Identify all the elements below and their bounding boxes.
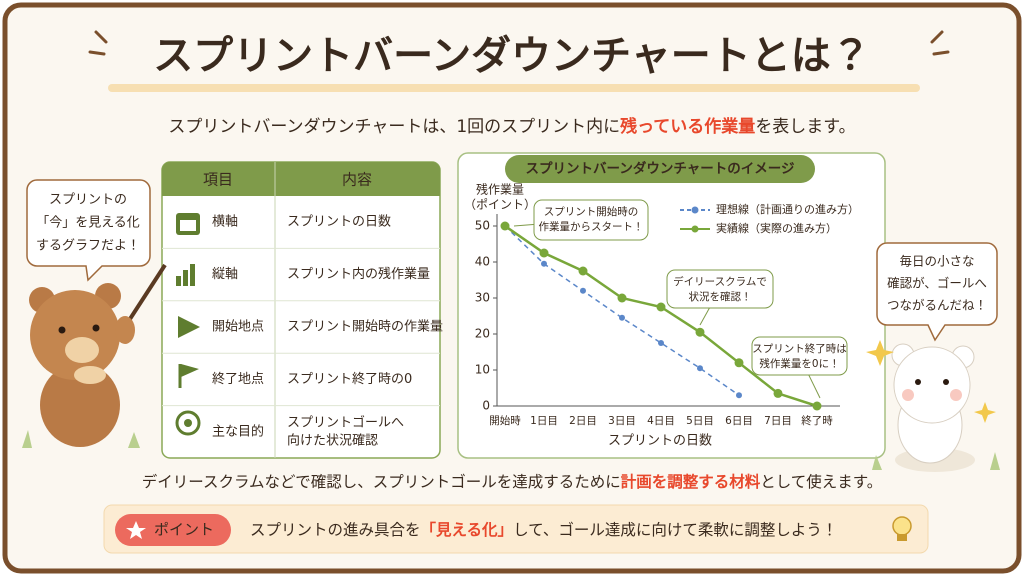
page-title: スプリントバーンダウンチャートとは？ bbox=[153, 33, 871, 79]
text-part: スプリントの進み具合を bbox=[250, 521, 421, 539]
point-badge-label: ポイント bbox=[154, 521, 214, 539]
callout bbox=[751, 336, 848, 376]
data-point bbox=[695, 327, 705, 337]
y-tick-label: 30 bbox=[475, 291, 490, 305]
highlight: 計画を調整する材料 bbox=[621, 472, 761, 491]
table-header: 内容 bbox=[342, 171, 372, 189]
x-tick-label: 3日目 bbox=[608, 415, 636, 427]
data-point bbox=[656, 302, 666, 312]
table-header-bg bbox=[162, 162, 440, 196]
data-point bbox=[580, 287, 586, 294]
table-cell: 終了地点 bbox=[212, 371, 264, 387]
data-point bbox=[617, 293, 627, 303]
y-axis-label: 残作業量 bbox=[476, 183, 524, 197]
table-header: 項目 bbox=[203, 171, 233, 189]
x-tick-label: 5日目 bbox=[686, 415, 714, 427]
text-part: スプリントバーンダウンチャートは、1回のスプリント内に bbox=[168, 117, 620, 137]
table-cell: 向けた状況確認 bbox=[287, 432, 378, 448]
chart-title-bg bbox=[505, 155, 815, 183]
table-cell: スプリントゴールへ bbox=[287, 414, 404, 430]
data-point bbox=[734, 358, 744, 368]
bubble-text: つながるんだね！ bbox=[887, 298, 987, 313]
highlight: 「見える化」 bbox=[421, 520, 514, 539]
bubble-text: 毎日の小さな bbox=[899, 254, 974, 269]
x-tick-label: 開始時 bbox=[489, 414, 521, 427]
speech-bubble bbox=[26, 179, 151, 282]
callout bbox=[666, 269, 774, 309]
text-part: を表します。 bbox=[755, 117, 855, 137]
y-tick-label: 50 bbox=[475, 219, 490, 233]
data-point bbox=[736, 392, 742, 399]
x-tick-label: 2日目 bbox=[569, 415, 597, 427]
table-icons bbox=[175, 213, 201, 436]
speech-bubble bbox=[876, 242, 998, 342]
callout-text: デイリースクラムで bbox=[673, 275, 767, 288]
data-point bbox=[578, 266, 588, 276]
rich-text: スプリントバーンダウンチャートは、1回のスプリント内に残っている作業量を表します… bbox=[168, 116, 855, 137]
grass bbox=[22, 430, 1000, 470]
rich-text: スプリントの進み具合を「見える化」して、ゴール達成に向けて柔軟に調整しよう！ bbox=[250, 520, 837, 539]
table-cell: 横軸 bbox=[212, 215, 238, 230]
callout-text: 作業量からスタート！ bbox=[539, 220, 644, 233]
y-tick-label: 40 bbox=[475, 255, 490, 269]
point-box bbox=[103, 504, 929, 554]
point-badge bbox=[115, 514, 231, 546]
table-cell: 開始地点 bbox=[212, 320, 264, 335]
table-cell: スプリント開始時の作業量 bbox=[287, 319, 443, 335]
rich-text: デイリースクラムなどで確認し、スプリントゴールを達成するために計画を調整する材料… bbox=[142, 472, 882, 491]
table-cell: スプリント内の残作業量 bbox=[287, 266, 430, 282]
y-axis-label: （ポイント） bbox=[464, 198, 536, 212]
data-point bbox=[500, 221, 510, 231]
x-tick-label: 1日目 bbox=[530, 415, 558, 427]
title-deco bbox=[88, 30, 950, 56]
callout bbox=[533, 199, 649, 241]
x-tick-label: 6日目 bbox=[725, 415, 753, 427]
title-underline bbox=[108, 84, 920, 92]
table-cell: スプリントの日数 bbox=[287, 215, 391, 230]
y-tick-label: 0 bbox=[482, 399, 490, 413]
data-point bbox=[812, 401, 822, 411]
table-frame bbox=[161, 161, 441, 459]
highlight: 残っている作業量 bbox=[619, 116, 755, 137]
data-point bbox=[541, 260, 547, 267]
text-part: して、ゴール達成に向けて柔軟に調整しよう！ bbox=[513, 520, 837, 539]
callout-text: 残作業量を0に！ bbox=[759, 357, 839, 370]
y-tick-label: 20 bbox=[475, 327, 490, 341]
text-part: デイリースクラムなどで確認し、スプリントゴールを達成するために bbox=[142, 472, 621, 491]
legend-swatch bbox=[691, 206, 699, 214]
data-point bbox=[773, 388, 783, 398]
brown-bear bbox=[29, 263, 167, 447]
callout-text: 状況を確認！ bbox=[689, 290, 752, 303]
bubble-text: スプリントの bbox=[49, 193, 127, 208]
bubble-text: 「今」を見える化 bbox=[36, 215, 140, 231]
star-icon bbox=[126, 521, 146, 539]
bulb-icon bbox=[892, 516, 912, 541]
x-axis-label: スプリントの日数 bbox=[608, 434, 712, 449]
y-tick-label: 10 bbox=[475, 363, 490, 377]
legend-swatch bbox=[691, 225, 699, 233]
table-cell: 主な目的 bbox=[212, 423, 264, 439]
bubble-text: するグラフだよ！ bbox=[36, 239, 140, 254]
legend-label: 実績線（実際の進み方） bbox=[716, 221, 837, 235]
x-tick-label: 4日目 bbox=[647, 415, 675, 427]
legend-label: 理想線（計画通りの進み方） bbox=[716, 202, 859, 216]
text-part: として使えます。 bbox=[760, 473, 882, 491]
callout-text: スプリント開始時の bbox=[544, 205, 639, 218]
data-point bbox=[658, 340, 664, 346]
x-tick-label: 7日目 bbox=[764, 415, 792, 427]
callout-text: スプリント終了時は bbox=[752, 342, 847, 355]
white-bear bbox=[866, 340, 996, 472]
data-point bbox=[539, 248, 549, 258]
data-point bbox=[619, 314, 625, 321]
table-cell: 縦軸 bbox=[212, 267, 238, 282]
chart-title: スプリントバーンダウンチャートのイメージ bbox=[526, 160, 795, 177]
data-point bbox=[697, 365, 703, 372]
table-cell: スプリント終了時の0 bbox=[287, 371, 412, 387]
x-tick-label: 終了時 bbox=[801, 414, 833, 427]
bubble-text: 確認が、ゴールへ bbox=[887, 276, 987, 291]
